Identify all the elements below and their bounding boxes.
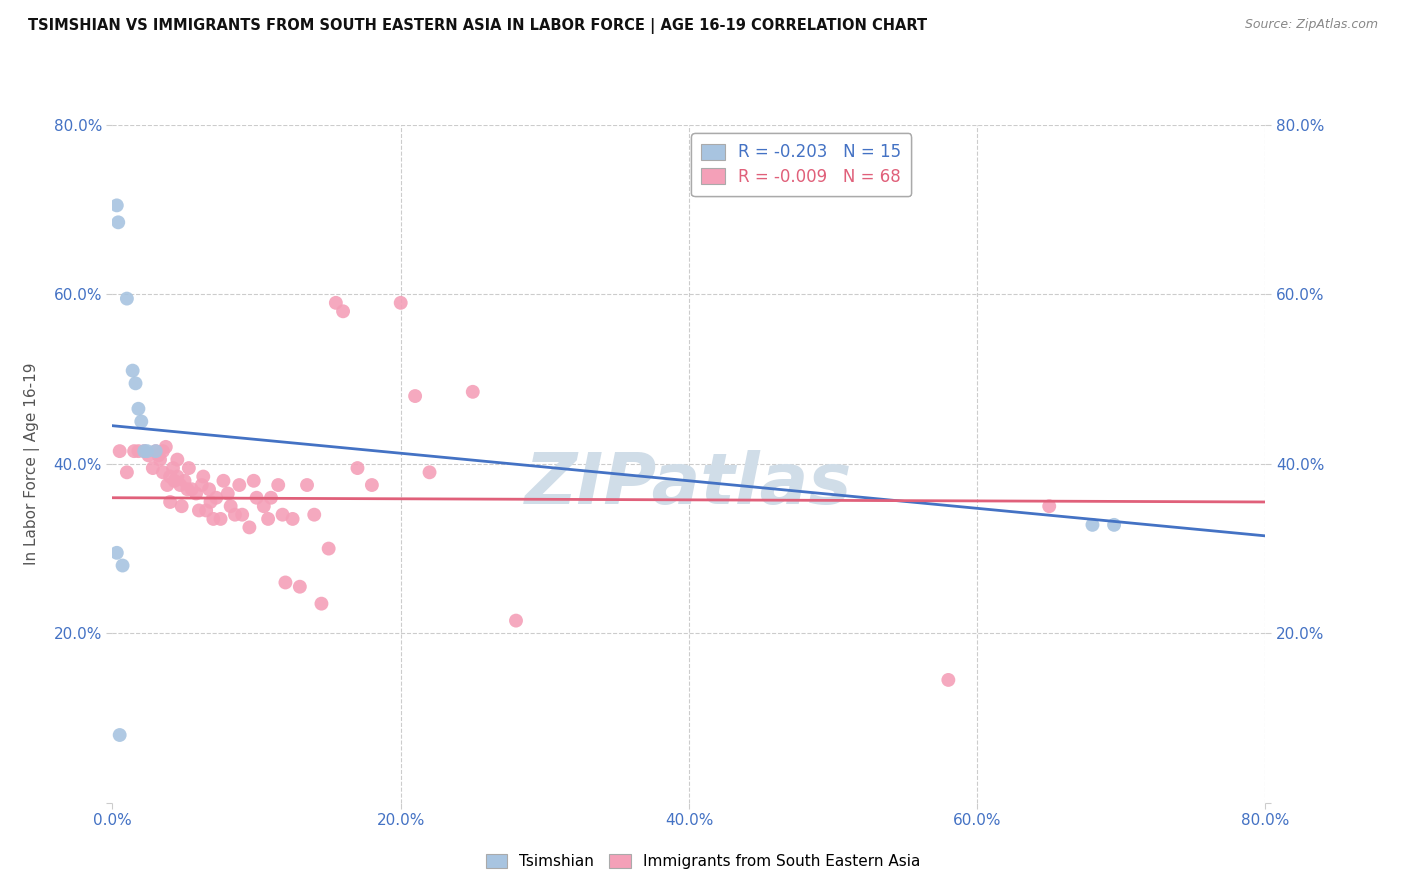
- Point: [295, 478, 318, 492]
- Point: [142, 461, 165, 475]
- Point: [134, 444, 156, 458]
- Point: [1038, 500, 1060, 514]
- Point: [152, 444, 174, 458]
- Point: [163, 474, 186, 488]
- Text: ZIPatlas: ZIPatlas: [526, 450, 852, 518]
- Point: [281, 512, 304, 526]
- Point: [198, 483, 221, 497]
- Point: [1102, 517, 1125, 532]
- Point: [145, 444, 167, 458]
- Point: [346, 461, 368, 475]
- Point: [108, 444, 131, 458]
- Point: [267, 478, 290, 492]
- Point: [209, 512, 232, 526]
- Point: [188, 503, 211, 517]
- Point: [107, 215, 129, 229]
- Point: [505, 614, 527, 628]
- Legend: Tsimshian, Immigrants from South Eastern Asia: Tsimshian, Immigrants from South Eastern…: [479, 847, 927, 875]
- Point: [105, 546, 128, 560]
- Y-axis label: In Labor Force | Age 16-19: In Labor Force | Age 16-19: [24, 362, 39, 566]
- Point: [180, 483, 202, 497]
- Point: [134, 444, 156, 458]
- Point: [191, 478, 214, 492]
- Point: [260, 491, 283, 505]
- Point: [152, 466, 174, 480]
- Point: [461, 384, 484, 399]
- Point: [127, 401, 149, 416]
- Point: [184, 486, 207, 500]
- Point: [148, 449, 170, 463]
- Point: [159, 495, 181, 509]
- Text: Source: ZipAtlas.com: Source: ZipAtlas.com: [1244, 18, 1378, 31]
- Point: [245, 491, 267, 505]
- Point: [202, 512, 225, 526]
- Point: [108, 728, 131, 742]
- Point: [177, 461, 200, 475]
- Point: [318, 541, 340, 556]
- Point: [176, 483, 198, 497]
- Point: [121, 364, 143, 378]
- Point: [155, 440, 177, 454]
- Point: [159, 469, 181, 483]
- Point: [325, 296, 347, 310]
- Point: [127, 444, 149, 458]
- Point: [419, 466, 441, 480]
- Point: [212, 474, 235, 488]
- Point: [274, 575, 297, 590]
- Point: [111, 558, 134, 573]
- Point: [173, 474, 195, 488]
- Point: [145, 444, 167, 458]
- Point: [288, 580, 311, 594]
- Point: [332, 304, 354, 318]
- Point: [136, 444, 159, 458]
- Point: [166, 469, 188, 483]
- Point: [138, 449, 160, 463]
- Point: [360, 478, 382, 492]
- Point: [253, 500, 276, 514]
- Point: [936, 673, 959, 687]
- Point: [228, 478, 250, 492]
- Point: [124, 376, 146, 391]
- Point: [205, 491, 228, 505]
- Point: [195, 503, 218, 517]
- Point: [224, 508, 246, 522]
- Point: [304, 508, 326, 522]
- Point: [129, 415, 153, 429]
- Point: [238, 520, 260, 534]
- Point: [166, 452, 188, 467]
- Point: [404, 389, 426, 403]
- Point: [122, 444, 145, 458]
- Point: [169, 478, 191, 492]
- Point: [231, 508, 253, 522]
- Point: [257, 512, 280, 526]
- Point: [193, 469, 215, 483]
- Point: [389, 296, 412, 310]
- Point: [115, 466, 138, 480]
- Point: [242, 474, 264, 488]
- Point: [170, 500, 193, 514]
- Point: [1081, 517, 1104, 532]
- Legend: R = -0.203   N = 15, R = -0.009   N = 68: R = -0.203 N = 15, R = -0.009 N = 68: [692, 133, 911, 196]
- Point: [271, 508, 294, 522]
- Point: [105, 198, 128, 212]
- Point: [156, 478, 179, 492]
- Point: [311, 597, 333, 611]
- Point: [219, 500, 242, 514]
- Point: [200, 495, 222, 509]
- Point: [217, 486, 239, 500]
- Point: [149, 452, 172, 467]
- Point: [162, 461, 184, 475]
- Point: [115, 292, 138, 306]
- Text: TSIMSHIAN VS IMMIGRANTS FROM SOUTH EASTERN ASIA IN LABOR FORCE | AGE 16-19 CORRE: TSIMSHIAN VS IMMIGRANTS FROM SOUTH EASTE…: [28, 18, 927, 34]
